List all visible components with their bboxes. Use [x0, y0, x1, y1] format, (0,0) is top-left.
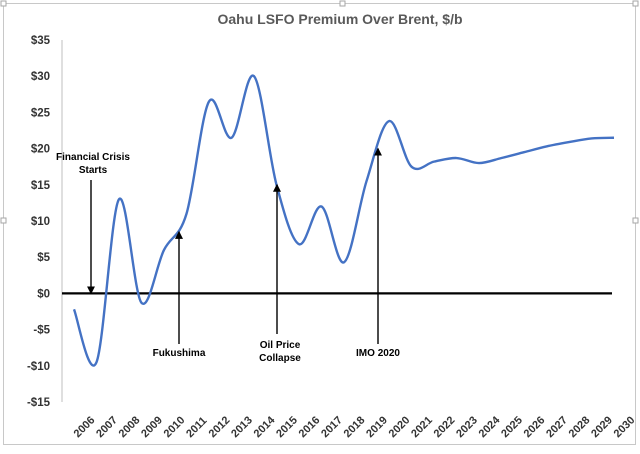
chart-title: Oahu LSFO Premium Over Brent, $/b — [217, 11, 462, 27]
data-point — [185, 212, 189, 216]
data-point — [500, 156, 504, 160]
data-point — [140, 301, 144, 305]
data-point — [432, 160, 436, 164]
y-tick-label: -$15 — [27, 397, 51, 409]
fukushima-label: Fukushima — [153, 348, 206, 359]
data-point — [297, 242, 301, 246]
data-point — [387, 119, 391, 123]
resize-handle-right[interactable] — [632, 217, 639, 224]
data-point — [230, 136, 234, 140]
data-point — [365, 179, 369, 183]
y-tick-label: $30 — [31, 71, 50, 83]
data-point — [252, 74, 256, 78]
annotations: Financial Crisis Starts Fukushima Oil Price… — [56, 147, 400, 364]
data-point — [95, 360, 99, 364]
y-tick-label: -$10 — [27, 361, 50, 373]
y-tick-label: $15 — [31, 180, 51, 192]
data-point — [410, 165, 414, 169]
y-tick-label: $0 — [37, 288, 50, 300]
resize-handle-left[interactable] — [0, 217, 7, 224]
resize-handle-top[interactable] — [339, 0, 346, 7]
data-point — [455, 156, 459, 160]
data-point — [567, 140, 571, 144]
oil-price-collapse-label: Collapse — [259, 353, 301, 364]
oil-price-collapse-label: Oil Price — [260, 340, 301, 351]
data-point — [162, 248, 166, 252]
y-tick-label: $5 — [37, 252, 50, 264]
y-tick-label: -$5 — [33, 325, 50, 337]
data-point — [72, 307, 76, 311]
data-point — [545, 144, 549, 148]
financial-crisis-label: Starts — [79, 165, 108, 176]
y-tick-label: $20 — [31, 144, 50, 156]
resize-handle-top-right[interactable] — [632, 0, 639, 7]
financial-crisis-label: Financial Crisis — [56, 152, 130, 163]
data-point — [117, 197, 121, 201]
data-point — [342, 260, 346, 264]
resize-handle-top-left[interactable] — [0, 0, 7, 7]
data-point — [320, 205, 324, 209]
data-point — [207, 100, 211, 104]
data-point — [612, 136, 616, 140]
chart-border[interactable] — [3, 3, 636, 445]
data-point — [522, 150, 526, 154]
data-point — [477, 161, 481, 165]
y-tick-label: $10 — [31, 216, 50, 228]
y-tick-label: $35 — [31, 35, 51, 47]
series-line-oahu-lsfo-premium — [72, 74, 615, 367]
data-point — [590, 136, 594, 140]
data-point — [275, 183, 279, 187]
y-axis: $35 $30 $25 $20 $15 $10 $5 $0 -$5 -$10 -$15 — [27, 35, 51, 409]
imo-2020-label: IMO 2020 — [356, 348, 400, 359]
y-tick-label: $25 — [31, 107, 51, 119]
